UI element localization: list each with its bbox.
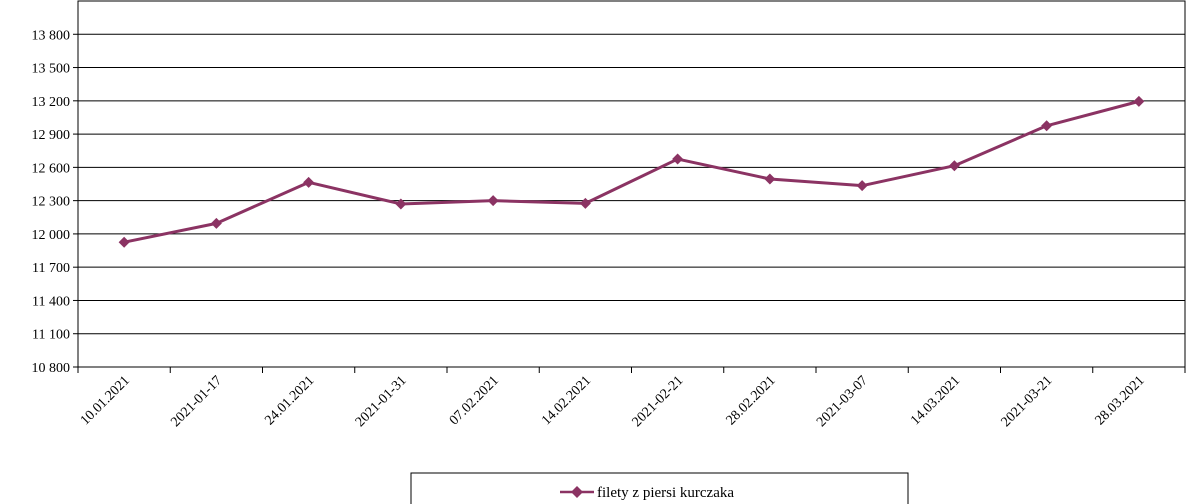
tick-label-x: 2021-02-21 (630, 373, 687, 430)
tick-label-x: 28.02.2021 (724, 373, 779, 428)
series-line (123, 99, 1140, 244)
y-axis: 10 800 11 100 11 400 11 700 12 000 12 300 12 6… (32, 28, 78, 376)
tick-label-y: 11 400 (32, 294, 70, 309)
legend: filety z piersi kurczaka (410, 472, 909, 504)
tick-label-y: 13 800 (32, 28, 71, 43)
tick-label-y: 13 500 (32, 62, 71, 77)
tick-label-y: 12 000 (32, 228, 71, 243)
tick-label-y: 10 800 (32, 361, 71, 376)
data-point-marker (672, 153, 684, 165)
x-axis: 10.01.2021 2021-01-17 24.01.2021 2021-01-31… (77, 367, 1186, 430)
tick-label-y: 12 300 (32, 195, 71, 210)
plot-area (77, 0, 1186, 368)
tick-label-x: 2021-01-31 (353, 373, 410, 430)
data-point-marker (210, 217, 222, 229)
tick-label-y: 11 700 (32, 261, 70, 276)
data-point-marker (948, 160, 960, 172)
tick-label-x: 2021-03-07 (814, 373, 871, 430)
tick-label-x: 07.02.2021 (447, 373, 502, 428)
data-point-marker (764, 173, 776, 185)
data-point-marker (395, 198, 407, 210)
tick-label-y: 11 100 (32, 328, 70, 343)
tick-label-y: 12 900 (32, 128, 71, 143)
data-point-marker (303, 176, 315, 188)
data-point-marker (118, 236, 130, 248)
data-point-marker (1133, 95, 1145, 107)
tick-label-y: 13 200 (32, 95, 71, 110)
legend-label: filety z piersi kurczaka (597, 485, 734, 501)
data-point-marker (579, 197, 591, 209)
tick-label-x: 2021-03-21 (999, 373, 1056, 430)
tick-label-x: 14.03.2021 (908, 373, 963, 428)
data-point-marker (1041, 120, 1053, 132)
tick-label-y: 12 600 (32, 161, 71, 176)
data-point-marker (487, 195, 499, 207)
tick-label-x: 2021-01-17 (168, 373, 225, 430)
gridlines (78, 33, 1185, 368)
data-point-marker (856, 180, 868, 192)
tick-label-x: 28.03.2021 (1093, 373, 1148, 428)
tick-label-x: 14.02.2021 (539, 373, 594, 428)
series-group (118, 95, 1145, 248)
legend-box (410, 472, 909, 504)
legend-marker-swatch (571, 486, 583, 498)
tick-label-x: 24.01.2021 (262, 373, 317, 428)
tick-label-x: 10.01.2021 (78, 373, 133, 428)
